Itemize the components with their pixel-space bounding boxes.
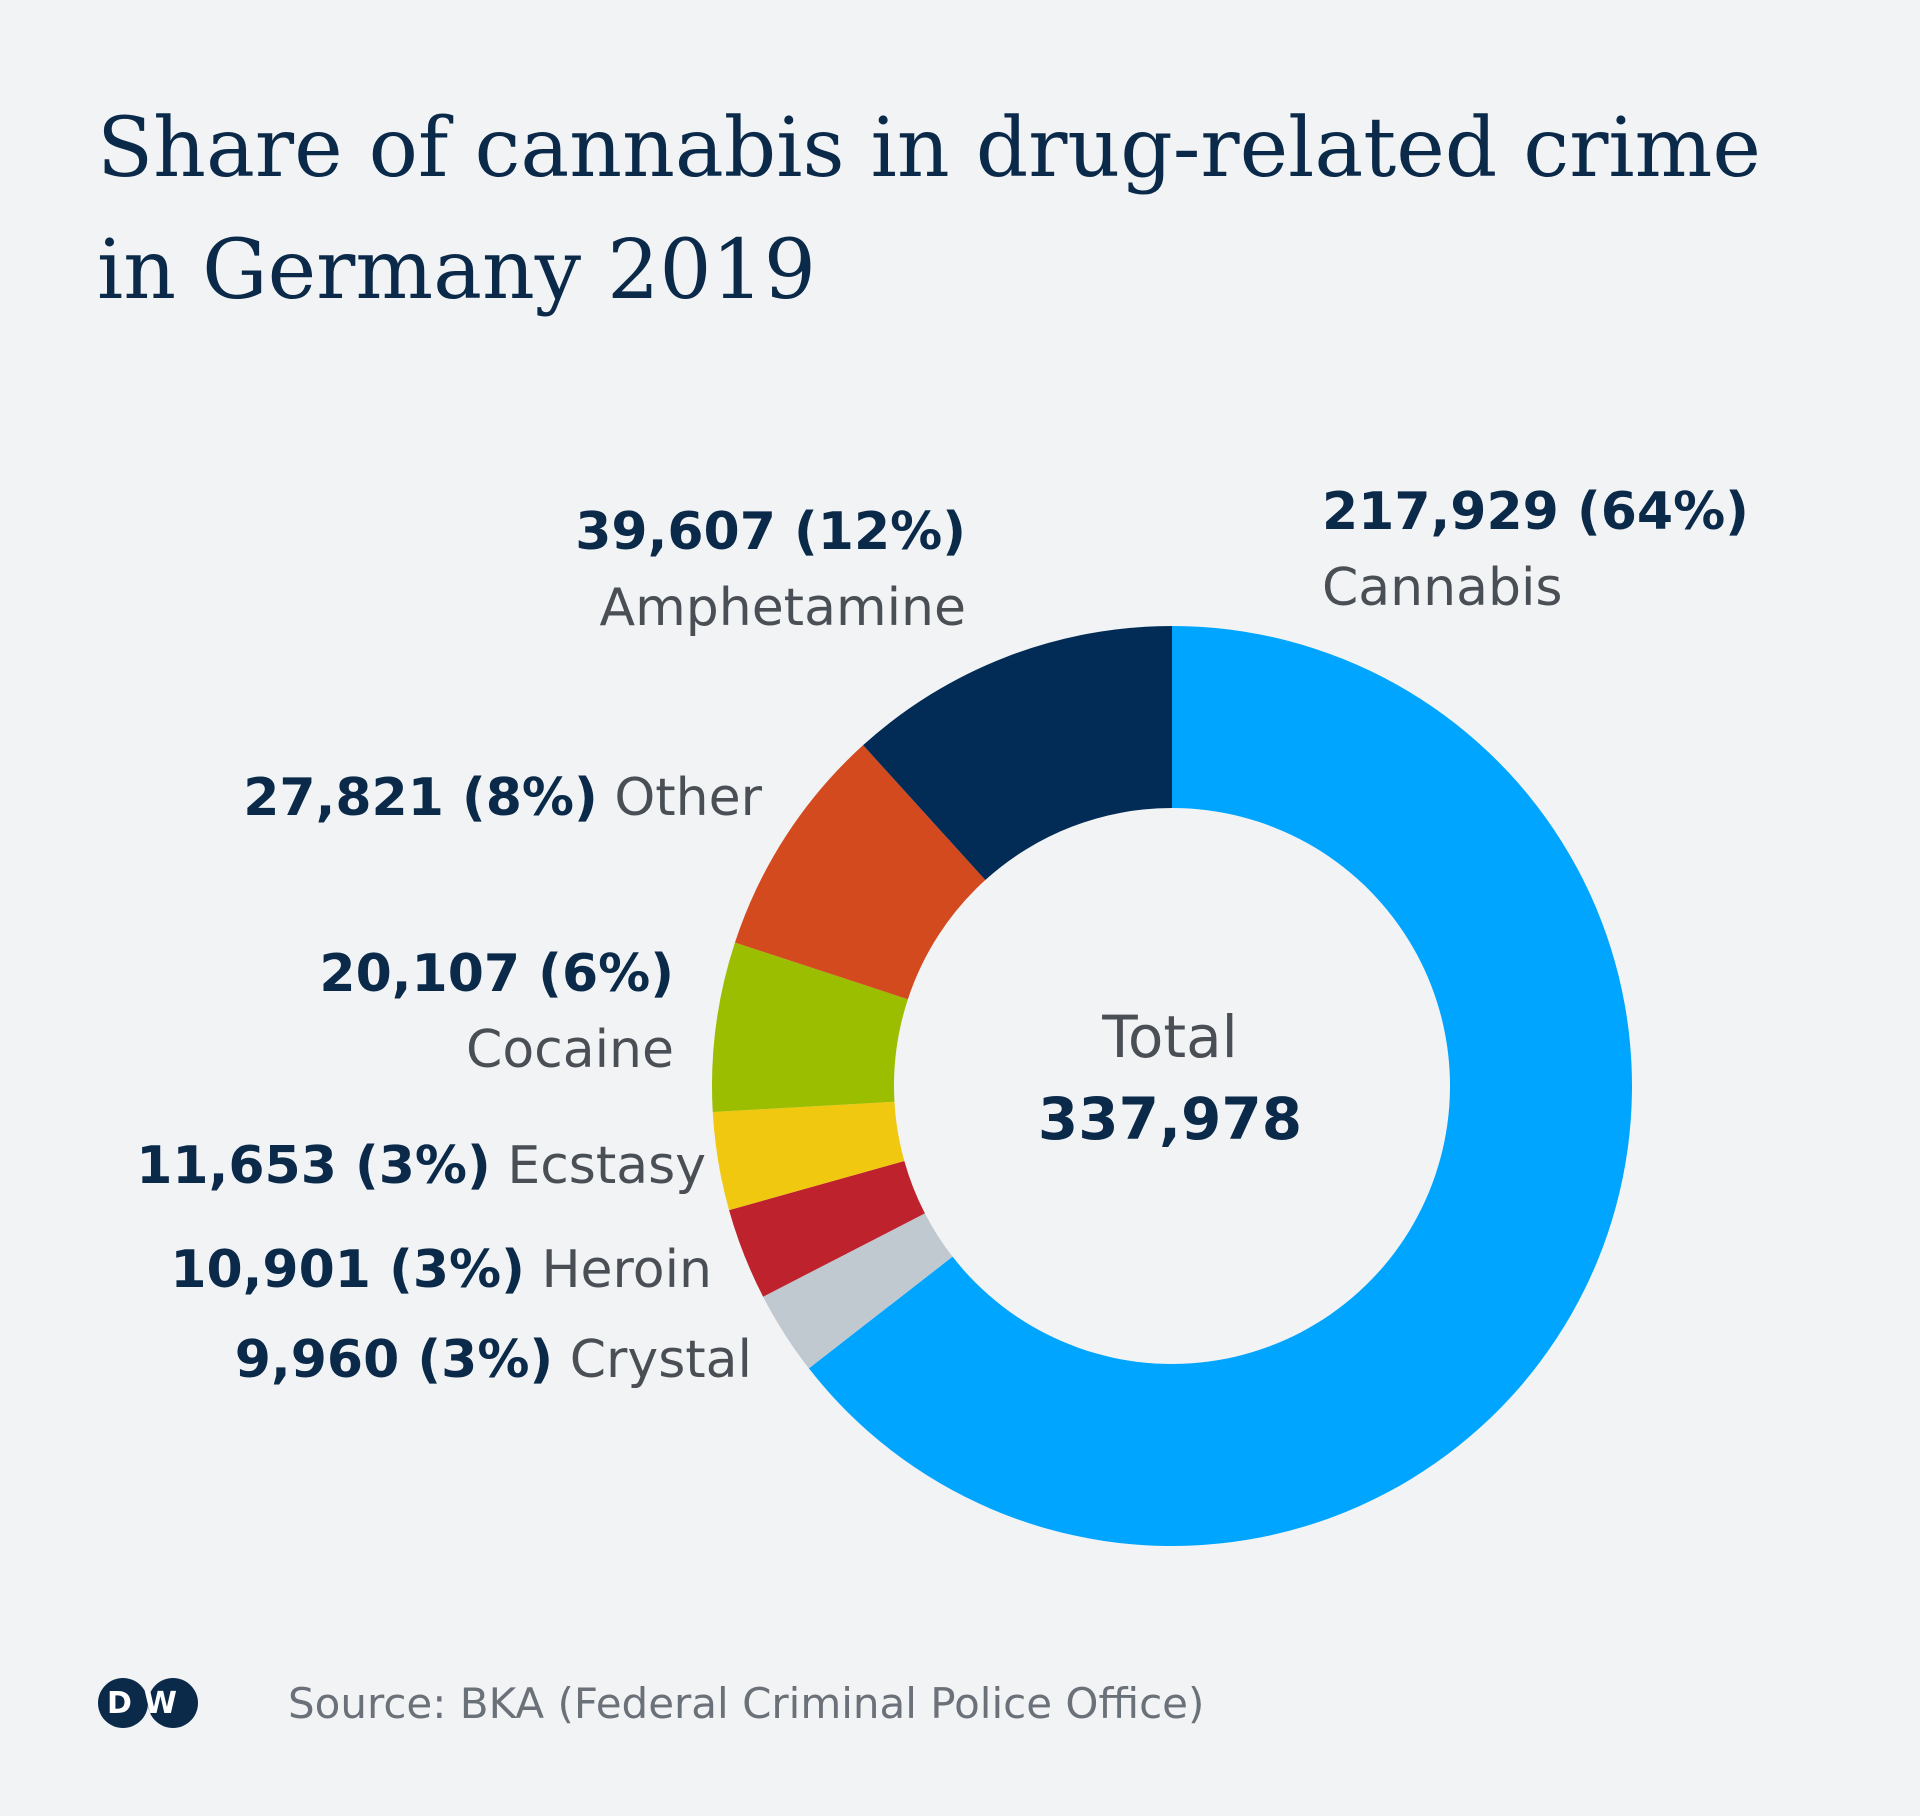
- dw-logo: DW: [98, 1678, 198, 1728]
- legend-label-ecstasy: Ecstasy: [507, 1136, 706, 1196]
- donut-slices: [712, 626, 1633, 1546]
- label-cocaine: 20,107 (6%) Cocaine: [319, 936, 674, 1088]
- data-label-crystal: 9,960 (3%): [234, 1330, 554, 1390]
- legend-label-other: Other: [614, 768, 762, 828]
- slice-ecstasy: [712, 1101, 905, 1211]
- label-amphetamine: 39,607 (12%) Amphetamine: [575, 494, 966, 646]
- label-ecstasy: 11,653 (3%) Ecstasy: [136, 1128, 706, 1204]
- label-crystal: 9,960 (3%) Crystal: [235, 1322, 752, 1398]
- data-label-heroin: 10,901 (3%): [170, 1240, 525, 1300]
- legend-label-crystal: Crystal: [569, 1330, 752, 1390]
- slice-crystal: [763, 1213, 953, 1369]
- slice-other: [734, 745, 986, 1000]
- legend-label-amphetamine: Amphetamine: [599, 578, 967, 638]
- legend-label-heroin: Heroin: [541, 1240, 712, 1300]
- slice-cocaine: [712, 942, 908, 1112]
- total-value: 337,978: [1037, 1085, 1303, 1153]
- legend-label-cannabis: Cannabis: [1322, 558, 1563, 618]
- data-label-amphetamine: 39,607 (12%): [575, 502, 966, 562]
- slice-amphetamine: [863, 626, 1172, 881]
- chart-title: Share of cannabis in drug-related crime …: [97, 101, 1761, 318]
- data-label-cannabis: 217,929 (64%): [1322, 482, 1749, 542]
- dw-logo-text: DW: [107, 1686, 189, 1721]
- data-label-cocaine: 20,107 (6%): [319, 944, 674, 1004]
- label-cannabis: 217,929 (64%) Cannabis: [1322, 474, 1749, 626]
- data-label-ecstasy: 11,653 (3%): [136, 1136, 491, 1196]
- data-label-other: 27,821 (8%): [243, 768, 598, 828]
- label-other: 27,821 (8%) Other: [243, 760, 762, 836]
- slice-heroin: [729, 1160, 925, 1297]
- label-heroin: 10,901 (3%) Heroin: [170, 1232, 712, 1308]
- slice-cannabis: [808, 626, 1633, 1546]
- donut-center: Total 337,978: [1020, 996, 1320, 1160]
- total-label: Total: [1102, 1003, 1238, 1071]
- legend-label-cocaine: Cocaine: [466, 1020, 674, 1080]
- source-note: Source: BKA (Federal Criminal Police Off…: [288, 1679, 1205, 1728]
